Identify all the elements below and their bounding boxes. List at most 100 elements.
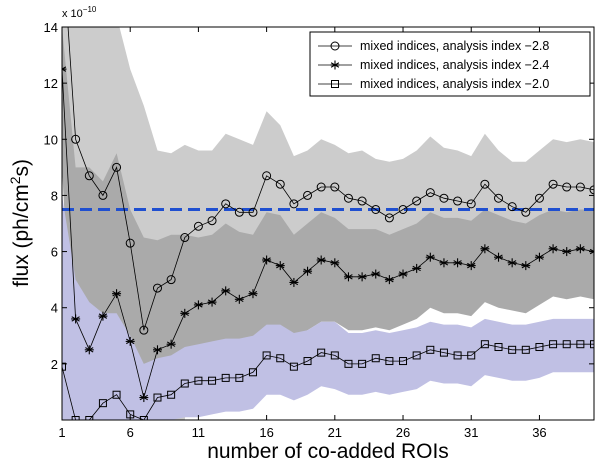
point-series-3 [167,390,176,399]
point-series-1 [494,193,504,203]
point-series-2 [521,261,531,271]
point-series-2 [193,300,203,310]
x-tick-label: 26 [396,425,410,440]
point-series-2 [84,345,94,355]
point-series-3 [98,399,107,408]
point-series-3 [153,393,162,402]
band-series-2 [62,27,594,420]
point-series-2 [125,336,135,346]
point-series-3 [276,354,285,363]
legend-marker [330,41,340,51]
point-series-3 [235,373,244,382]
point-series-1 [289,199,299,209]
point-series-3 [508,345,517,354]
point-series-3 [112,390,121,399]
point-series-1 [303,190,313,200]
point-series-2 [98,311,108,321]
y-tick-label: 6 [51,245,58,260]
y-axis-title-superscript: 2 [7,176,23,184]
point-series-2 [166,339,176,349]
point-series-3 [139,416,148,420]
point-series-3 [399,357,408,366]
y-tick-label: 12 [44,76,58,91]
point-series-2 [453,258,463,268]
x-tick-label: 16 [259,425,273,440]
point-series-1 [507,202,517,212]
point-series-2 [494,252,504,262]
point-series-3 [180,379,189,388]
point-series-1 [152,283,162,293]
point-series-1 [343,193,353,203]
point-series-1 [589,185,594,195]
point-series-3 [453,351,462,360]
point-series-3 [62,362,66,371]
point-series-2 [548,244,558,254]
point-series-1 [371,204,381,214]
point-series-3 [521,345,530,354]
legend-label: mixed indices, analysis index −2.0 [360,77,549,91]
x-tick-label: 6 [127,425,134,440]
point-series-3 [317,348,326,357]
point-series-1 [207,216,217,226]
x-tick-label: 31 [464,425,478,440]
point-series-1 [562,182,572,192]
point-series-3 [194,376,203,385]
x-tick-label: 11 [192,425,206,440]
point-series-2 [371,269,381,279]
point-series-2 [412,263,422,273]
point-series-2 [180,308,190,318]
legend-marker [330,60,340,70]
legend-label: mixed indices, analysis index −2.8 [360,39,549,53]
point-series-1 [548,179,558,189]
point-series-3 [371,354,380,363]
point-series-2 [384,275,394,285]
point-series-2 [425,252,435,262]
point-series-2 [207,297,217,307]
point-series-3 [344,359,353,368]
point-series-3 [576,340,585,349]
point-series-2 [221,286,231,296]
point-series-3 [262,351,271,360]
plot-frame [61,26,595,421]
y-tick-label: 10 [44,132,58,147]
y-multiplier-label: x 10−10 [62,5,97,20]
point-series-1 [221,199,231,209]
legend: mixed indices, analysis index −2.8 mixed … [309,31,591,97]
y-tick-label: 8 [51,188,58,203]
legend-entry-1: mixed indices, analysis index −2.8 [318,39,549,53]
point-series-2 [330,258,340,268]
point-series-2 [316,255,326,265]
point-series-1 [316,182,326,192]
y-tick-label: 2 [51,357,58,372]
point-series-2 [71,314,81,324]
point-series-1 [166,275,176,285]
point-series-2 [357,272,367,282]
point-series-2 [303,266,313,276]
y-axis-title: flux (ph/cm2s) [7,159,33,287]
point-series-1 [139,325,149,335]
point-series-2 [275,261,285,271]
x-tick-label: 36 [532,425,546,440]
x-tick-label: 21 [328,425,342,440]
legend-entry-3: mixed indices, analysis index −2.0 [318,77,549,91]
line-series-1 [67,27,594,331]
point-series-3 [562,340,571,349]
point-series-3 [208,376,217,385]
y-tick-label: 4 [51,301,58,316]
point-series-3 [248,368,257,377]
point-series-1 [112,162,122,172]
point-series-1 [248,207,258,217]
point-series-1 [521,207,531,217]
line-series-2 [62,69,594,400]
uncertainty-bands [62,27,594,420]
point-series-2 [289,277,299,287]
point-series-3 [289,362,298,371]
point-series-1 [262,171,272,181]
point-series-3 [221,373,230,382]
legend-box [309,31,591,97]
point-series-3 [71,416,80,420]
point-series-3 [412,351,421,360]
